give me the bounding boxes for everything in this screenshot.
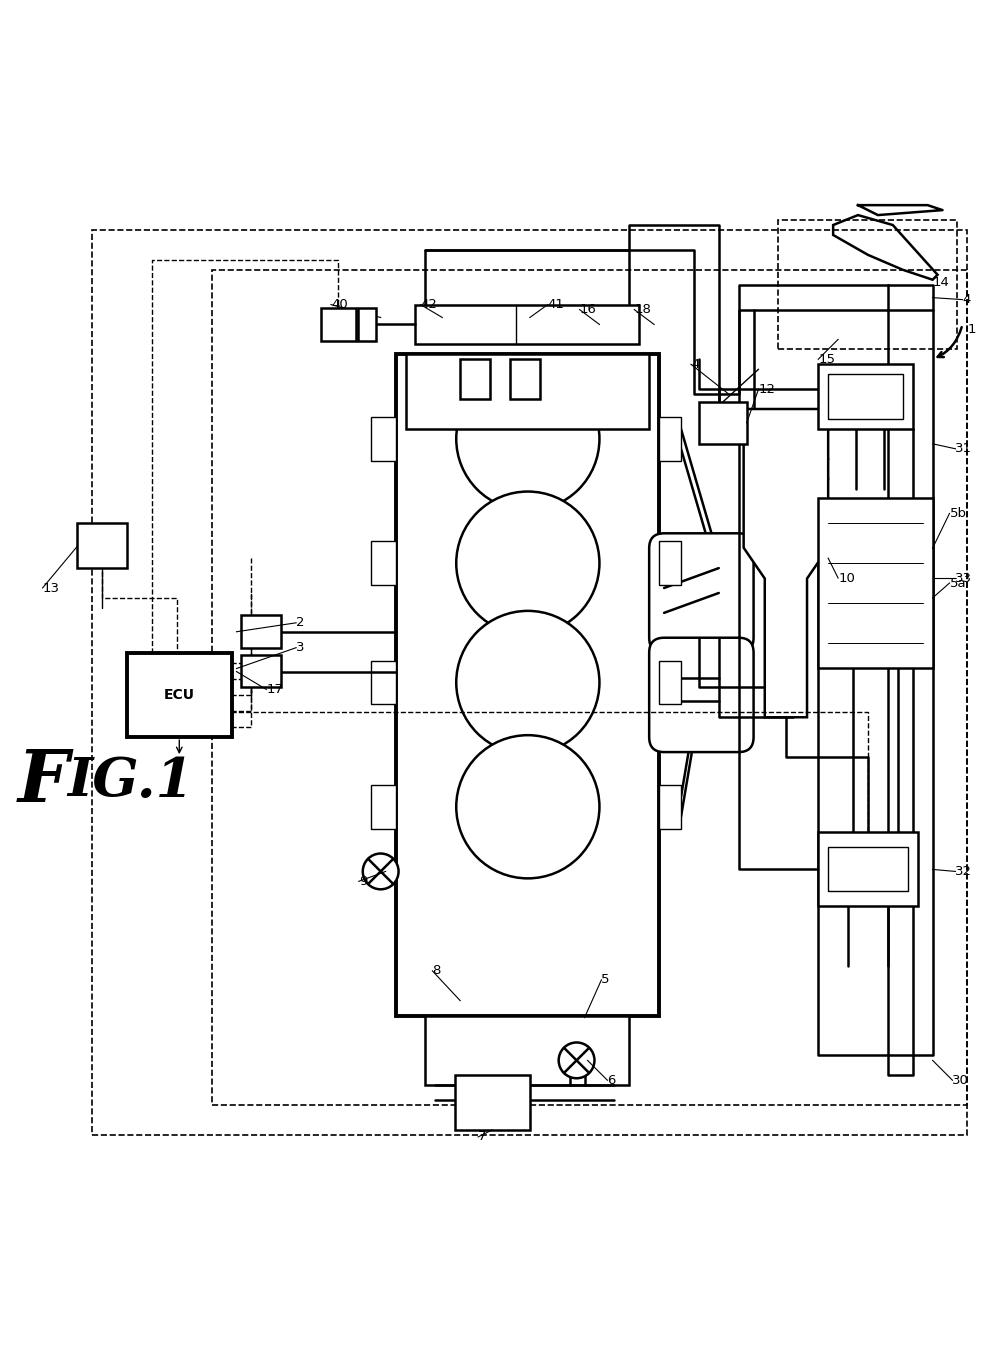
- Text: 32: 32: [955, 864, 972, 878]
- Text: 4: 4: [962, 293, 971, 306]
- Text: 4: 4: [691, 358, 699, 371]
- Bar: [778, 220, 957, 350]
- Bar: [212, 270, 967, 1106]
- Text: 10: 10: [838, 572, 855, 584]
- Circle shape: [363, 854, 399, 889]
- Text: 7: 7: [478, 1130, 487, 1144]
- Bar: [828, 374, 903, 419]
- Text: 3: 3: [296, 641, 305, 654]
- Bar: [241, 615, 281, 648]
- Circle shape: [559, 1042, 594, 1079]
- Circle shape: [456, 736, 599, 878]
- Bar: [415, 305, 639, 344]
- Text: 5: 5: [601, 973, 610, 986]
- Text: 30: 30: [952, 1073, 969, 1087]
- Bar: [127, 653, 232, 737]
- Bar: [371, 541, 396, 585]
- Text: 14: 14: [933, 276, 949, 289]
- Bar: [659, 417, 681, 461]
- Bar: [659, 661, 681, 705]
- Text: 31: 31: [955, 442, 972, 455]
- Bar: [699, 402, 747, 444]
- FancyBboxPatch shape: [649, 638, 754, 752]
- Text: 8: 8: [432, 965, 441, 977]
- Text: 17: 17: [266, 683, 283, 696]
- Bar: [241, 654, 281, 687]
- Bar: [455, 1076, 530, 1130]
- Bar: [371, 785, 396, 829]
- Bar: [818, 832, 918, 906]
- Circle shape: [456, 611, 599, 755]
- Bar: [828, 847, 908, 892]
- Bar: [818, 499, 933, 668]
- Text: F: F: [18, 747, 69, 817]
- Bar: [406, 354, 649, 430]
- Text: 33: 33: [955, 572, 972, 584]
- Text: 42: 42: [420, 298, 437, 312]
- Text: 1: 1: [967, 322, 976, 336]
- Text: 13: 13: [43, 581, 60, 595]
- Text: ECU: ECU: [164, 688, 195, 702]
- Text: 40: 40: [331, 298, 348, 312]
- Bar: [77, 523, 127, 568]
- Circle shape: [456, 367, 599, 511]
- Polygon shape: [744, 409, 828, 717]
- Text: 6: 6: [607, 1073, 616, 1087]
- Text: 41: 41: [548, 298, 565, 312]
- Text: IG.1: IG.1: [67, 756, 194, 808]
- Bar: [818, 364, 913, 430]
- Text: 15: 15: [818, 352, 835, 366]
- Text: 18: 18: [634, 304, 651, 316]
- Bar: [396, 354, 659, 1016]
- Bar: [659, 541, 681, 585]
- Bar: [92, 230, 967, 1135]
- Bar: [358, 308, 376, 341]
- Bar: [371, 417, 396, 461]
- Bar: [510, 359, 540, 400]
- FancyBboxPatch shape: [649, 534, 754, 653]
- Text: 9: 9: [359, 875, 367, 888]
- Text: 5a: 5a: [949, 576, 966, 589]
- Text: 16: 16: [580, 304, 596, 316]
- Bar: [659, 785, 681, 829]
- Bar: [321, 308, 356, 341]
- Text: 5b: 5b: [949, 507, 966, 520]
- Text: 2: 2: [296, 617, 305, 629]
- Circle shape: [456, 492, 599, 634]
- Bar: [460, 359, 490, 400]
- Bar: [371, 661, 396, 705]
- Bar: [425, 1016, 629, 1085]
- Text: 12: 12: [759, 382, 776, 396]
